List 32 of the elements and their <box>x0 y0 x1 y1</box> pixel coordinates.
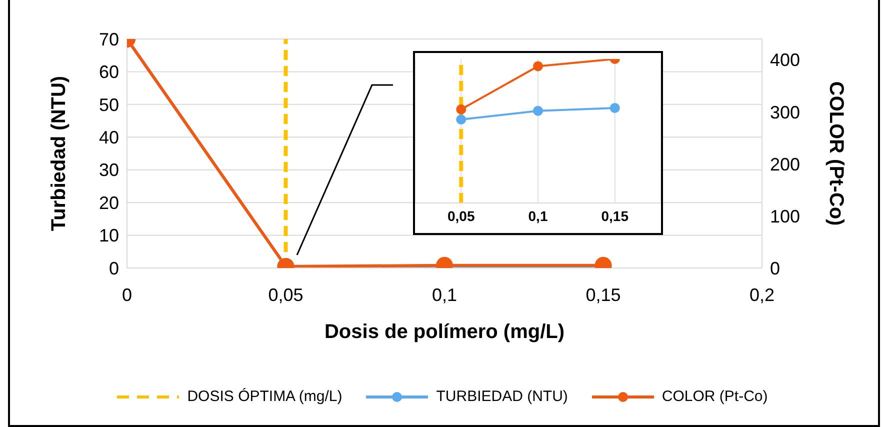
x-tick-label: 0,05 <box>448 208 475 224</box>
y-tick-label: 70 <box>98 29 119 50</box>
legend-label: COLOR (Pt-Co) <box>662 388 768 405</box>
y-tick-label: 60 <box>98 62 119 82</box>
x-tick-label: 0,15 <box>601 208 629 224</box>
point <box>533 61 543 72</box>
legend-label: DOSIS ÓPTIMA (mg/L) <box>187 388 342 405</box>
x-tick-label: 0,2 <box>749 284 775 305</box>
legend-label: TURBIEDAD (NTU) <box>436 388 568 405</box>
y2-tick-label: 300 <box>770 102 800 122</box>
y2-tick-label: 200 <box>770 154 800 174</box>
x-tick-label: 0,05 <box>268 284 304 305</box>
y-axis-title: Turbiedad (NTU) <box>48 76 70 232</box>
y2-axis-title: COLOR (Pt-Co) <box>824 81 847 226</box>
x-axis-title: Dosis de polímero (mg/L) <box>324 321 565 343</box>
y-tick-label: 50 <box>98 94 119 115</box>
point <box>610 102 620 113</box>
y2-tick-label: 400 <box>770 50 800 70</box>
x-tick-label: 0,15 <box>586 284 621 305</box>
point <box>456 114 466 124</box>
y2-tick-label: 0 <box>770 258 780 278</box>
x-tick-label: 0,1 <box>528 208 548 224</box>
y-tick-label: 20 <box>98 192 119 213</box>
x-tick-label: 0 <box>122 284 132 305</box>
y-tick-label: 10 <box>98 226 119 246</box>
y2-tick-label: 100 <box>770 206 800 226</box>
y-tick-label: 30 <box>98 160 119 180</box>
y-tick-label: 40 <box>98 128 119 148</box>
y-tick-label: 0 <box>108 258 119 278</box>
point <box>456 104 466 114</box>
point <box>533 106 543 116</box>
x-tick-label: 0,1 <box>432 284 458 305</box>
